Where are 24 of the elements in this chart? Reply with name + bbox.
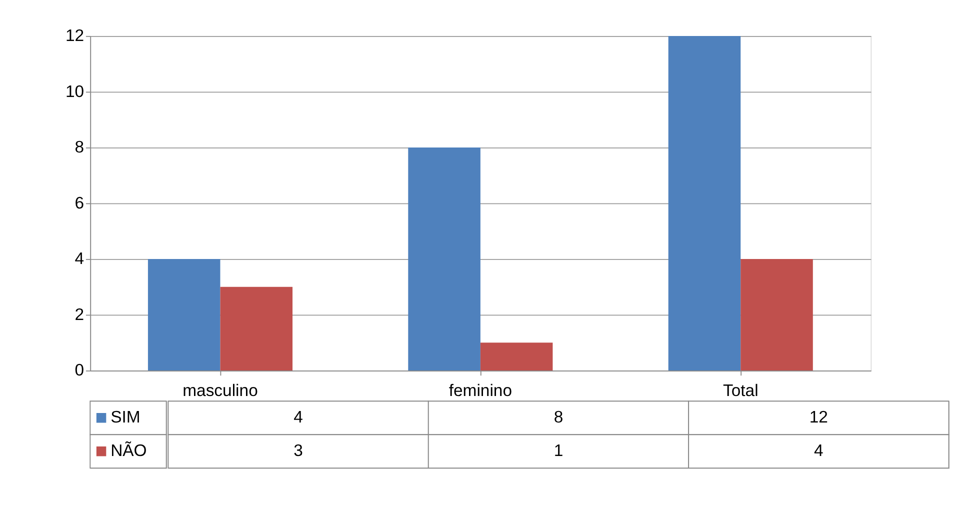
legend-label: SIM <box>110 408 140 427</box>
data-label: 8 <box>554 408 564 427</box>
x-tick-label: feminino <box>448 381 512 400</box>
y-tick-label: 4 <box>74 249 84 268</box>
y-tick-label: 2 <box>74 304 84 324</box>
y-tick-label: 0 <box>74 360 84 380</box>
bar <box>148 258 220 370</box>
data-label: 1 <box>554 440 564 460</box>
legend-label: NÃO <box>110 440 147 460</box>
bar <box>480 342 553 370</box>
data-label: 12 <box>809 408 828 427</box>
y-tick-label: 8 <box>74 138 84 157</box>
bar <box>408 147 480 370</box>
bar <box>740 258 813 370</box>
x-tick-label: masculino <box>182 381 258 400</box>
data-label: 4 <box>294 408 303 427</box>
y-tick-label: 10 <box>65 82 84 101</box>
data-label: 3 <box>294 440 303 460</box>
data-label: 4 <box>814 440 824 460</box>
y-tick-label: 12 <box>65 26 84 46</box>
bar <box>220 286 293 370</box>
y-tick-label: 6 <box>74 193 84 212</box>
bar <box>668 36 741 370</box>
x-tick-label: Total <box>722 381 758 400</box>
